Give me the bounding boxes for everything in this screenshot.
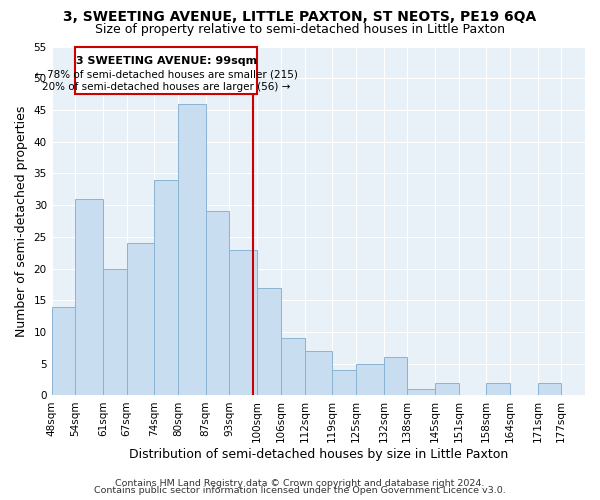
Text: 3, SWEETING AVENUE, LITTLE PAXTON, ST NEOTS, PE19 6QA: 3, SWEETING AVENUE, LITTLE PAXTON, ST NE… [64, 10, 536, 24]
Bar [356, 364, 383, 396]
Text: 3 SWEETING AVENUE: 99sqm: 3 SWEETING AVENUE: 99sqm [76, 56, 257, 66]
Bar [435, 383, 458, 396]
Bar [305, 351, 332, 396]
Bar [206, 212, 229, 396]
Bar [103, 268, 127, 396]
Bar [76, 199, 103, 396]
Bar [332, 370, 356, 396]
Bar [281, 338, 305, 396]
Bar [154, 180, 178, 396]
Bar [538, 383, 561, 396]
Text: 20% of semi-detached houses are larger (56) →: 20% of semi-detached houses are larger (… [42, 82, 290, 92]
Y-axis label: Number of semi-detached properties: Number of semi-detached properties [15, 106, 28, 336]
Text: Contains HM Land Registry data © Crown copyright and database right 2024.: Contains HM Land Registry data © Crown c… [115, 478, 485, 488]
Bar [407, 389, 435, 396]
Bar [383, 358, 407, 396]
Text: Size of property relative to semi-detached houses in Little Paxton: Size of property relative to semi-detach… [95, 22, 505, 36]
Bar [178, 104, 206, 396]
Text: ← 78% of semi-detached houses are smaller (215): ← 78% of semi-detached houses are smalle… [35, 70, 298, 80]
FancyBboxPatch shape [76, 46, 257, 94]
Bar [486, 383, 510, 396]
Bar [257, 288, 281, 396]
Text: Contains public sector information licensed under the Open Government Licence v3: Contains public sector information licen… [94, 486, 506, 495]
Bar [229, 250, 257, 396]
Bar [52, 306, 76, 396]
Bar [127, 243, 154, 396]
X-axis label: Distribution of semi-detached houses by size in Little Paxton: Distribution of semi-detached houses by … [129, 448, 508, 461]
